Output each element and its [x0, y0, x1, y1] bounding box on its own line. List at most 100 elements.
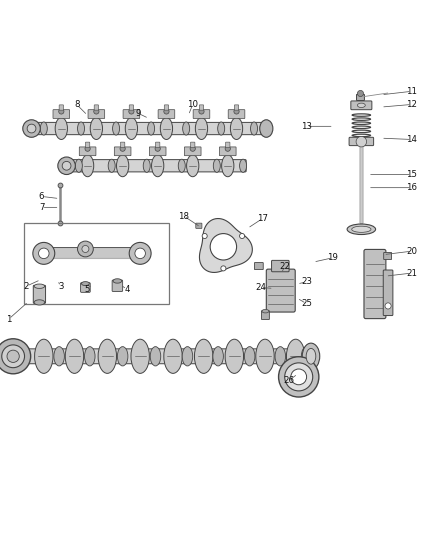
Ellipse shape — [286, 339, 305, 374]
Ellipse shape — [222, 155, 234, 177]
FancyBboxPatch shape — [112, 280, 123, 292]
Ellipse shape — [225, 339, 244, 374]
FancyBboxPatch shape — [33, 285, 46, 303]
Ellipse shape — [347, 224, 375, 235]
FancyBboxPatch shape — [254, 263, 263, 270]
Circle shape — [385, 303, 391, 309]
Text: 1: 1 — [6, 314, 11, 324]
FancyBboxPatch shape — [272, 260, 289, 272]
Ellipse shape — [183, 122, 190, 135]
Bar — [24, 223, 169, 304]
Text: 26: 26 — [283, 376, 295, 385]
Text: 9: 9 — [135, 109, 141, 118]
Ellipse shape — [117, 155, 129, 177]
FancyBboxPatch shape — [53, 110, 70, 118]
Ellipse shape — [81, 155, 94, 177]
Text: 6: 6 — [39, 192, 44, 201]
FancyBboxPatch shape — [155, 142, 160, 147]
Text: 13: 13 — [301, 122, 312, 131]
Ellipse shape — [262, 310, 269, 313]
Text: 21: 21 — [406, 269, 417, 278]
Ellipse shape — [152, 155, 164, 177]
FancyBboxPatch shape — [266, 269, 295, 312]
Circle shape — [85, 146, 90, 151]
FancyBboxPatch shape — [384, 253, 392, 260]
Circle shape — [7, 350, 19, 362]
Ellipse shape — [357, 103, 365, 108]
FancyBboxPatch shape — [261, 311, 269, 319]
Ellipse shape — [40, 122, 47, 135]
FancyBboxPatch shape — [164, 105, 169, 110]
Ellipse shape — [306, 349, 316, 364]
Ellipse shape — [75, 159, 82, 172]
FancyBboxPatch shape — [79, 147, 96, 156]
Circle shape — [27, 124, 36, 133]
FancyBboxPatch shape — [193, 110, 210, 118]
Ellipse shape — [218, 122, 225, 135]
FancyBboxPatch shape — [219, 147, 236, 156]
Ellipse shape — [125, 118, 138, 140]
Ellipse shape — [113, 122, 120, 135]
Circle shape — [190, 146, 195, 151]
Ellipse shape — [150, 346, 161, 366]
FancyBboxPatch shape — [191, 142, 195, 147]
Ellipse shape — [213, 159, 220, 172]
Ellipse shape — [98, 339, 117, 374]
Circle shape — [58, 157, 75, 174]
Ellipse shape — [352, 226, 371, 232]
Circle shape — [78, 241, 93, 257]
Text: 22: 22 — [279, 262, 290, 271]
FancyBboxPatch shape — [234, 105, 239, 110]
FancyBboxPatch shape — [383, 270, 393, 316]
Circle shape — [39, 248, 49, 259]
Text: 11: 11 — [406, 87, 417, 96]
Text: 23: 23 — [301, 277, 312, 286]
FancyBboxPatch shape — [357, 94, 364, 101]
Ellipse shape — [240, 159, 247, 172]
Ellipse shape — [81, 281, 89, 286]
FancyBboxPatch shape — [364, 249, 386, 319]
Text: 24: 24 — [255, 283, 266, 292]
Ellipse shape — [302, 343, 320, 369]
Text: 4: 4 — [124, 285, 130, 294]
Ellipse shape — [178, 159, 185, 172]
Ellipse shape — [55, 118, 67, 140]
Ellipse shape — [78, 122, 85, 135]
FancyBboxPatch shape — [88, 110, 105, 118]
Text: 15: 15 — [406, 170, 417, 179]
Circle shape — [357, 91, 364, 96]
Circle shape — [155, 146, 160, 151]
FancyBboxPatch shape — [59, 105, 64, 110]
Circle shape — [225, 146, 230, 151]
Circle shape — [135, 248, 145, 259]
FancyBboxPatch shape — [69, 159, 246, 172]
Text: 19: 19 — [328, 253, 338, 262]
Circle shape — [129, 109, 134, 114]
FancyBboxPatch shape — [129, 105, 134, 110]
Circle shape — [2, 345, 25, 368]
Text: 8: 8 — [74, 100, 79, 109]
Circle shape — [240, 233, 244, 239]
FancyBboxPatch shape — [226, 142, 230, 147]
Text: 25: 25 — [301, 299, 312, 308]
Ellipse shape — [54, 346, 64, 366]
Circle shape — [202, 233, 207, 239]
Ellipse shape — [256, 339, 274, 374]
Ellipse shape — [260, 120, 273, 138]
Text: 16: 16 — [406, 183, 417, 192]
Circle shape — [199, 109, 204, 114]
FancyBboxPatch shape — [158, 110, 175, 118]
Ellipse shape — [90, 118, 102, 140]
Text: 20: 20 — [406, 247, 417, 256]
Ellipse shape — [85, 346, 95, 366]
Ellipse shape — [275, 346, 286, 366]
Ellipse shape — [182, 346, 193, 366]
FancyBboxPatch shape — [123, 110, 140, 118]
FancyBboxPatch shape — [114, 147, 131, 156]
Polygon shape — [199, 219, 252, 272]
FancyBboxPatch shape — [34, 123, 264, 135]
Circle shape — [164, 109, 169, 114]
Text: 10: 10 — [187, 100, 198, 109]
Text: 3: 3 — [59, 282, 64, 290]
Circle shape — [234, 109, 239, 114]
